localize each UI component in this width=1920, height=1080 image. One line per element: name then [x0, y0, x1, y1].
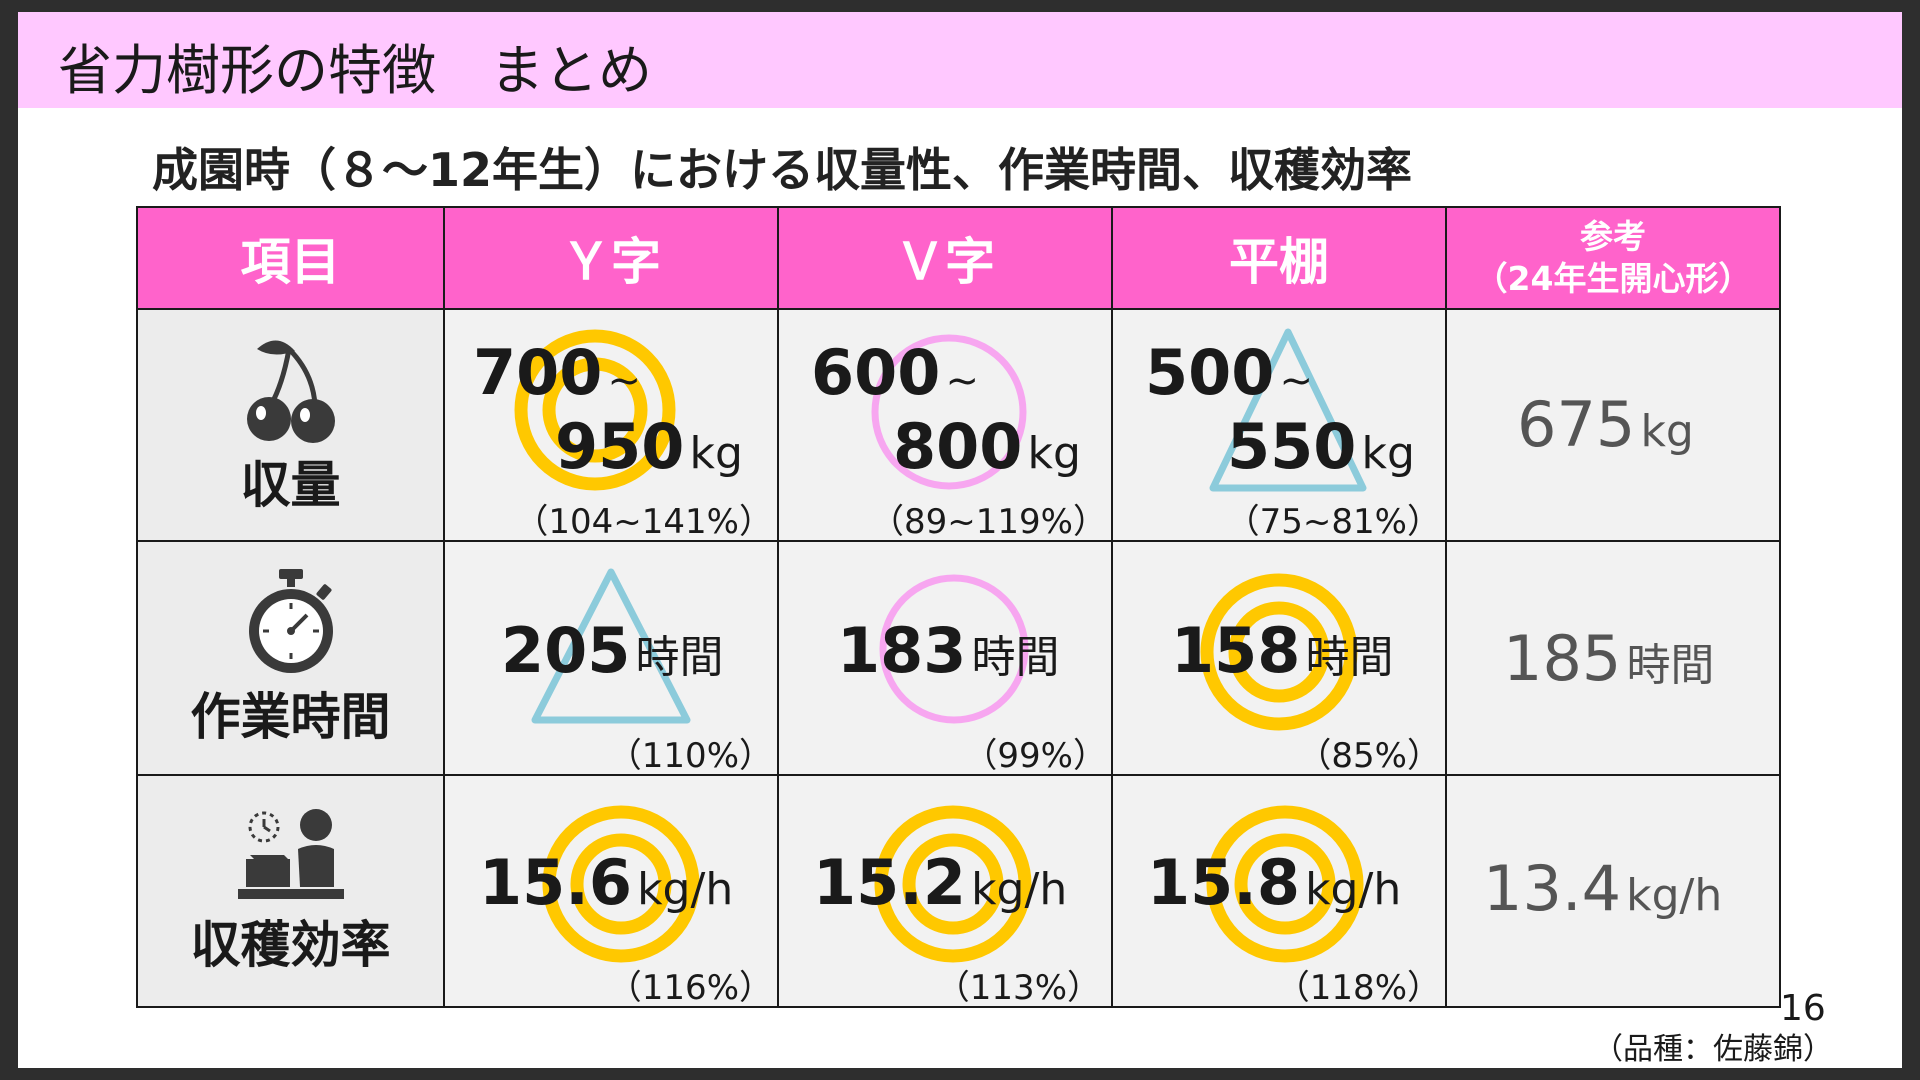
efficiency-label-cell: 収穫効率 [136, 774, 445, 1008]
yield-v-tilde: ~ [945, 358, 980, 404]
triangle-mark [1209, 328, 1367, 492]
yield-v-to: 800 [893, 410, 1023, 483]
yield-flat-percent: （75~81%） [1225, 502, 1441, 542]
header-flat-trellis: 平棚 [1111, 206, 1447, 310]
efficiency-flat-percent: （118%） [1275, 968, 1441, 1008]
efficiency-y-cell: 15.6 kg/h （116%） [443, 774, 779, 1008]
yield-v-percent: （89~119%） [870, 502, 1107, 542]
yield-flat-tilde: ~ [1279, 358, 1314, 404]
work-time-ref-unit: 時間 [1626, 640, 1715, 691]
work-time-flat-cell: 158 時間 （85%） [1111, 540, 1447, 776]
yield-y-to: 950 [555, 410, 685, 483]
double-circle-mark [874, 805, 1032, 963]
yield-flat-unit: kg [1361, 428, 1415, 479]
work-time-ref-value: 185 [1503, 622, 1622, 695]
work-time-y-cell: 205 時間 （110%） [443, 540, 779, 776]
work-time-flat-unit: 時間 [1305, 632, 1394, 683]
double-circle-mark [514, 329, 676, 491]
circle-mark [879, 574, 1029, 724]
circle-mark [871, 334, 1027, 490]
efficiency-row: 収穫効率 15.6 kg/h （116%） [136, 774, 1781, 1008]
variety-note: （品種：佐藤錦） [1593, 1032, 1833, 1067]
yield-ref-cell: 675 kg [1445, 308, 1781, 542]
work-time-y-value: 205 [501, 614, 631, 687]
efficiency-flat-unit: kg/h [1305, 864, 1402, 915]
slide: 省力樹形の特徴 まとめ 成園時（８～12年生）における収量性、作業時間、収穫効率… [18, 12, 1902, 1068]
header-reference-line1: 参考 [1580, 217, 1646, 256]
slide-subtitle: 成園時（８～12年生）における収量性、作業時間、収穫効率 [152, 143, 1413, 197]
yield-ref-value: 675 [1517, 388, 1636, 461]
yield-y-from: 700 [473, 336, 603, 409]
yield-v-cell: 600 ~ 800 kg （89~119%） [777, 308, 1113, 542]
header-y-shape: Ｙ字 [443, 206, 779, 310]
worker-at-desk-icon [237, 809, 344, 899]
double-circle-mark [1206, 805, 1364, 963]
efficiency-flat-cell: 15.8 kg/h （118%） [1111, 774, 1447, 1008]
slide-title: 省力樹形の特徴 まとめ [58, 39, 652, 102]
stopwatch-icon [248, 569, 333, 673]
work-time-row: 作業時間 205 時間 （110%） [136, 540, 1781, 776]
yield-ref-unit: kg [1640, 406, 1694, 457]
work-time-label-cell: 作業時間 [136, 540, 445, 776]
efficiency-y-value: 15.6 [479, 846, 632, 919]
work-time-v-unit: 時間 [971, 632, 1060, 683]
efficiency-y-percent: （116%） [607, 968, 773, 1008]
header-item: 項目 [136, 206, 445, 310]
yield-flat-cell: 500 ~ 550 kg （75~81%） [1111, 308, 1447, 542]
efficiency-y-unit: kg/h [637, 864, 734, 915]
work-time-v-value: 183 [837, 614, 967, 687]
yield-label: 収量 [240, 456, 341, 514]
efficiency-v-value: 15.2 [813, 846, 966, 919]
title-bar: 省力樹形の特徴 まとめ [18, 12, 1902, 108]
efficiency-v-unit: kg/h [971, 864, 1068, 915]
efficiency-ref-unit: kg/h [1626, 870, 1723, 921]
yield-v-from: 600 [811, 336, 941, 409]
yield-y-percent: （104~141%） [514, 502, 773, 542]
yield-y-cell: 700 ~ 950 kg （104~141%） [443, 308, 779, 542]
yield-v-unit: kg [1027, 428, 1081, 479]
yield-label-cell: 収量 [136, 308, 445, 542]
header-reference: 参考 （24年生開心形） [1445, 206, 1781, 310]
efficiency-ref-value: 13.4 [1483, 852, 1622, 925]
work-time-label: 作業時間 [190, 688, 391, 746]
yield-flat-to: 550 [1227, 410, 1357, 483]
work-time-flat-percent: （85%） [1297, 736, 1441, 776]
work-time-ref-cell: 185 時間 [1445, 540, 1781, 776]
work-time-v-cell: 183 時間 （99%） [777, 540, 1113, 776]
work-time-v-percent: （99%） [963, 736, 1107, 776]
yield-flat-from: 500 [1145, 336, 1275, 409]
efficiency-ref-cell: 13.4 kg/h [1445, 774, 1781, 1008]
efficiency-v-cell: 15.2 kg/h （113%） [777, 774, 1113, 1008]
work-time-y-percent: （110%） [607, 736, 773, 776]
header-row: 項目 Ｙ字 Ｖ字 平棚 参考 （24年生開心形） [136, 206, 1781, 310]
triangle-mark [531, 568, 691, 724]
double-circle-mark [542, 805, 700, 963]
yield-y-tilde: ~ [607, 358, 642, 404]
header-v-shape: Ｖ字 [777, 206, 1113, 310]
efficiency-v-percent: （113%） [935, 968, 1101, 1008]
header-reference-line2: （24年生開心形） [1474, 259, 1752, 298]
work-time-flat-value: 158 [1171, 614, 1301, 687]
cherry-icon [246, 340, 335, 443]
page-number: 16 [1780, 988, 1826, 1029]
efficiency-label: 収穫効率 [190, 916, 391, 974]
comparison-table: 項目 Ｙ字 Ｖ字 平棚 参考 （24年生開心形） [136, 206, 1781, 1008]
yield-y-unit: kg [689, 428, 743, 479]
yield-row: 収量 700 ~ 950 kg （104~141%） [136, 308, 1781, 542]
double-circle-mark [1200, 573, 1358, 731]
work-time-y-unit: 時間 [635, 632, 724, 683]
efficiency-flat-value: 15.8 [1147, 846, 1300, 919]
